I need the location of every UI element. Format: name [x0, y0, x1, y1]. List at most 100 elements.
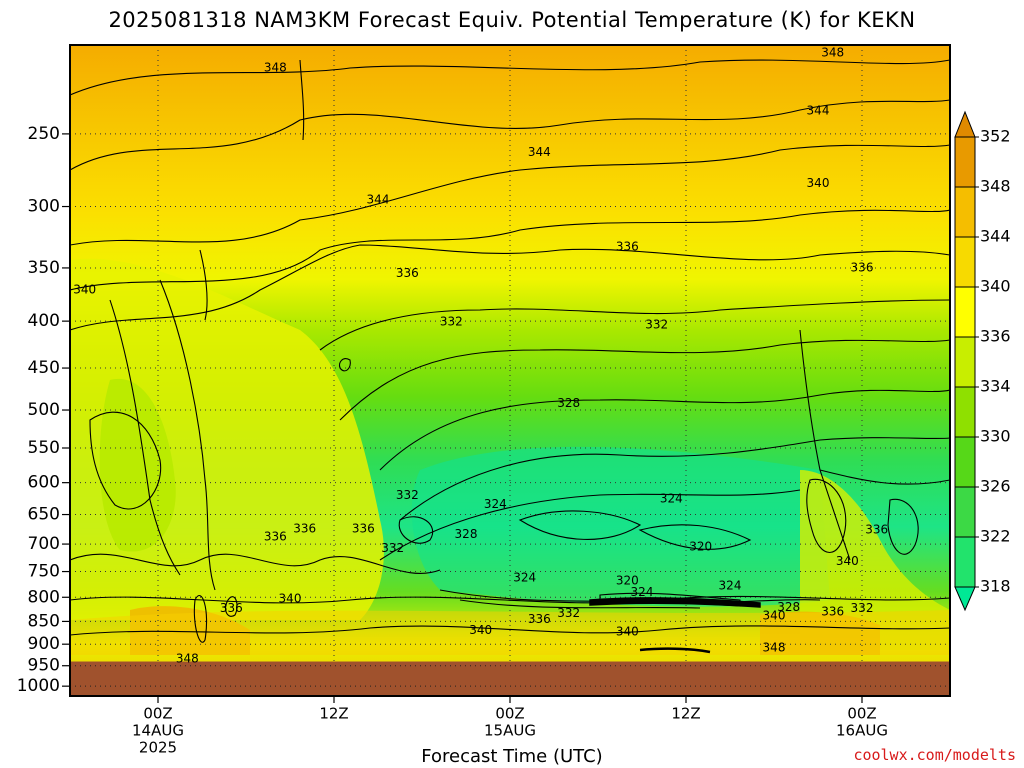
- contour-label: 336: [821, 604, 844, 618]
- contour-line: [70, 209, 950, 291]
- y-tick-label: 850: [28, 611, 60, 631]
- contour-label: 324: [631, 585, 654, 599]
- contour-label: 344: [367, 192, 390, 206]
- x-tick-label: 2025: [139, 739, 177, 757]
- y-tick-label: 350: [28, 258, 60, 278]
- credit-link[interactable]: coolwx.com/modelts: [853, 746, 1016, 764]
- x-tick-label: 00Z: [143, 705, 172, 723]
- x-tick-label: 15AUG: [484, 722, 536, 740]
- y-tick-label: 800: [28, 587, 60, 607]
- colorbar-swatch: [955, 137, 975, 187]
- contour-label: 348: [821, 45, 844, 59]
- contour-label: 324: [719, 579, 742, 593]
- x-axis-title: Forecast Time (UTC): [421, 746, 603, 767]
- colorbar-label: 322: [980, 527, 1011, 546]
- contour-line: [70, 144, 950, 246]
- colorbar-swatch: [955, 337, 975, 387]
- contour-label: 332: [557, 606, 580, 620]
- colorbar-label: 340: [980, 277, 1011, 296]
- contour-label: 340: [836, 554, 859, 568]
- colorbar-swatch: [955, 287, 975, 337]
- theta-e-region: [800, 470, 950, 650]
- contour-line: [70, 625, 950, 636]
- contour-label: 332: [381, 541, 404, 555]
- colorbar-swatch: [955, 237, 975, 287]
- contour-label: 328: [557, 396, 580, 410]
- contour-line: [225, 596, 238, 617]
- colorbar-swatch: [955, 537, 975, 587]
- contour-label: 348: [264, 61, 287, 75]
- contour-label: 348: [176, 651, 199, 665]
- contour-line: [806, 478, 847, 554]
- ground-fill: [70, 661, 950, 696]
- x-tick-label: 12Z: [671, 705, 700, 723]
- contour-line: [199, 249, 208, 321]
- colorbar-swatch: [955, 387, 975, 437]
- contour-line: [89, 411, 162, 510]
- x-tick-label: 16AUG: [836, 722, 888, 740]
- contour-label: 332: [396, 488, 419, 502]
- colorbar-label: 318: [980, 577, 1011, 596]
- contour-label: 336: [616, 239, 639, 253]
- y-tick-label: 950: [28, 656, 60, 676]
- frontal-band: [589, 597, 761, 608]
- contour-line: [819, 469, 950, 485]
- contour-line: [159, 279, 216, 591]
- y-tick-label: 250: [28, 124, 60, 144]
- contour-line: [638, 524, 752, 550]
- colorbar-label: 348: [980, 177, 1011, 196]
- x-tick-label: 00Z: [847, 705, 876, 723]
- colorbar-arrow-high: [954, 110, 976, 138]
- contour-label: 336: [528, 612, 551, 626]
- x-tick-label: 12Z: [319, 705, 348, 723]
- contour-line: [399, 437, 950, 521]
- contour-line: [70, 595, 950, 604]
- contour-line: [70, 59, 950, 96]
- y-tick-label: 600: [28, 473, 60, 493]
- contour-lines: [70, 59, 950, 654]
- contour-line: [109, 299, 181, 576]
- contour-line: [639, 647, 711, 654]
- contour-label: 340: [279, 591, 302, 605]
- contour-label: 336: [396, 266, 419, 280]
- contour-line: [799, 329, 851, 561]
- contour-label: 340: [73, 283, 96, 297]
- y-tick-label: 900: [28, 634, 60, 654]
- y-tick-label: 750: [28, 562, 60, 582]
- contour-line: [339, 339, 950, 421]
- y-tick-label: 700: [28, 534, 60, 554]
- contour-line: [398, 516, 434, 544]
- contour-label: 340: [763, 609, 786, 623]
- colorbar-label: 330: [980, 427, 1011, 446]
- contour-label: 332: [440, 315, 463, 329]
- contour-label: 324: [484, 497, 507, 511]
- contour-label: 336: [865, 523, 888, 537]
- colorbar-arrow-low: [954, 586, 976, 612]
- y-tick-label: 550: [28, 438, 60, 458]
- contour-label: 344: [528, 145, 551, 159]
- contour-line: [379, 389, 950, 471]
- contour-label: 324: [660, 491, 683, 505]
- colorbar-label: 336: [980, 327, 1011, 346]
- colorbar-swatch: [955, 437, 975, 487]
- y-tick-label: 450: [28, 358, 60, 378]
- contour-label: 336: [220, 601, 243, 615]
- x-tick-label: 14AUG: [132, 722, 184, 740]
- contour-line: [70, 553, 441, 574]
- colorbar-label: 334: [980, 377, 1011, 396]
- contour-label: 344: [807, 103, 830, 117]
- contour-label: 324: [513, 570, 536, 584]
- contour-label: 320: [616, 574, 639, 588]
- chart-title: 2025081318 NAM3KM Forecast Equiv. Potent…: [108, 8, 916, 32]
- contour-label: 336: [851, 260, 874, 274]
- y-tick-label: 1000: [17, 676, 60, 696]
- contour-line: [70, 244, 950, 331]
- contour-line: [70, 99, 950, 171]
- contour-line: [193, 594, 208, 643]
- colorbar-label: 344: [980, 227, 1011, 246]
- y-tick-label: 300: [28, 197, 60, 217]
- y-tick-label: 500: [28, 400, 60, 420]
- y-tick-label: 650: [28, 505, 60, 525]
- x-tick-label: 00Z: [495, 705, 524, 723]
- colorbar-swatch: [955, 187, 975, 237]
